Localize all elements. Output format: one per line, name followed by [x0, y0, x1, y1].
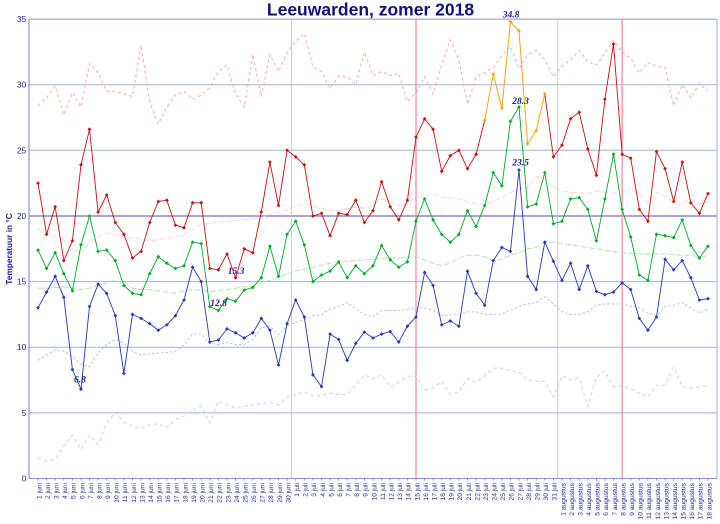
svg-text:13 juni: 13 juni: [139, 482, 146, 502]
svg-text:10 augustus: 10 augustus: [638, 482, 645, 519]
svg-text:23 juni: 23 juni: [225, 482, 232, 502]
svg-text:20 juli: 20 juli: [457, 482, 464, 500]
svg-text:15 juli: 15 juli: [414, 482, 421, 500]
svg-text:12 juli: 12 juli: [389, 482, 396, 500]
svg-text:26 juni: 26 juni: [251, 482, 258, 502]
svg-text:14 augustus: 14 augustus: [672, 482, 679, 519]
svg-text:4 augustus: 4 augustus: [586, 482, 593, 515]
svg-text:9 juni: 9 juni: [105, 482, 112, 499]
svg-text:22 juni: 22 juni: [217, 482, 224, 502]
svg-text:31 juli: 31 juli: [552, 482, 559, 500]
svg-text:5 juli: 5 juli: [328, 482, 335, 496]
svg-text:27 juli: 27 juli: [517, 482, 524, 500]
svg-text:7 augustus: 7 augustus: [612, 482, 619, 515]
svg-text:29 juni: 29 juni: [277, 482, 284, 502]
svg-text:14 juni: 14 juni: [148, 482, 155, 502]
svg-text:25: 25: [17, 145, 27, 155]
svg-text:7 juli: 7 juli: [346, 482, 353, 496]
svg-text:3 augustus: 3 augustus: [578, 482, 585, 515]
svg-text:18 juli: 18 juli: [440, 482, 447, 500]
svg-text:11 juni: 11 juni: [122, 482, 129, 502]
svg-text:21 juni: 21 juni: [208, 482, 215, 502]
svg-text:15 augustus: 15 augustus: [681, 482, 688, 519]
svg-text:19 juli: 19 juli: [449, 482, 456, 500]
svg-text:4 juli: 4 juli: [320, 482, 327, 496]
svg-text:1 augustus: 1 augustus: [560, 482, 567, 515]
svg-text:13 augustus: 13 augustus: [663, 482, 670, 519]
svg-text:8 juni: 8 juni: [96, 482, 103, 499]
svg-text:12.8: 12.8: [210, 299, 227, 309]
svg-text:4 juni: 4 juni: [62, 482, 69, 499]
svg-text:6 augustus: 6 augustus: [603, 482, 610, 515]
svg-text:Temperatuur in °C: Temperatuur in °C: [4, 213, 14, 284]
svg-text:15: 15: [17, 277, 27, 287]
svg-text:8 juli: 8 juli: [354, 482, 361, 496]
svg-text:5 augustus: 5 augustus: [595, 482, 602, 515]
svg-text:11 juli: 11 juli: [380, 482, 387, 499]
svg-text:0: 0: [22, 474, 27, 484]
svg-text:10 juli: 10 juli: [371, 482, 378, 500]
svg-text:28 juni: 28 juni: [268, 482, 275, 502]
svg-text:30 juni: 30 juni: [285, 482, 292, 502]
svg-text:21 juli: 21 juli: [466, 482, 473, 500]
svg-text:14 juli: 14 juli: [406, 482, 413, 500]
svg-text:16 juni: 16 juni: [165, 482, 172, 502]
svg-text:16 augustus: 16 augustus: [689, 482, 696, 519]
svg-text:2 augustus: 2 augustus: [569, 482, 576, 515]
svg-text:23.5: 23.5: [511, 159, 529, 169]
svg-text:25 juni: 25 juni: [242, 482, 249, 502]
svg-text:17 juli: 17 juli: [431, 482, 438, 500]
svg-text:6.8: 6.8: [74, 376, 86, 386]
svg-text:25 juli: 25 juli: [500, 482, 507, 500]
svg-text:12 juni: 12 juni: [131, 482, 138, 502]
svg-text:11 augustus: 11 augustus: [646, 482, 653, 519]
svg-text:3 juni: 3 juni: [53, 482, 60, 499]
svg-text:20 juni: 20 juni: [199, 482, 206, 502]
svg-text:10 juni: 10 juni: [114, 482, 121, 502]
svg-text:10: 10: [17, 342, 27, 352]
svg-text:18 augustus: 18 augustus: [706, 482, 713, 519]
svg-text:24 juli: 24 juli: [492, 482, 499, 500]
svg-text:24 juni: 24 juni: [234, 482, 241, 502]
svg-text:28.3: 28.3: [511, 97, 529, 107]
svg-text:19 juni: 19 juni: [191, 482, 198, 502]
svg-text:26 juli: 26 juli: [509, 482, 516, 500]
svg-text:13 juli: 13 juli: [397, 482, 404, 500]
svg-text:27 juni: 27 juni: [260, 482, 267, 502]
svg-text:20: 20: [17, 211, 27, 221]
svg-text:1 juni: 1 juni: [36, 482, 43, 499]
svg-text:7 juni: 7 juni: [88, 482, 95, 499]
svg-text:17 juni: 17 juni: [174, 482, 181, 502]
svg-text:9 juli: 9 juli: [363, 482, 370, 496]
svg-text:2 juli: 2 juli: [303, 482, 310, 496]
svg-text:Leeuwarden, zomer 2018: Leeuwarden, zomer 2018: [267, 0, 474, 20]
svg-text:5 juni: 5 juni: [71, 482, 78, 499]
svg-text:29 juli: 29 juli: [535, 482, 542, 500]
svg-text:35: 35: [17, 14, 27, 24]
svg-text:1 juli: 1 juli: [294, 482, 301, 496]
svg-text:30 juli: 30 juli: [543, 482, 550, 500]
svg-text:18 juni: 18 juni: [182, 482, 189, 502]
svg-text:30: 30: [17, 80, 27, 90]
svg-text:16 juli: 16 juli: [423, 482, 430, 500]
svg-text:22 juli: 22 juli: [474, 482, 481, 500]
svg-text:6 juli: 6 juli: [337, 482, 344, 496]
svg-text:17 augustus: 17 augustus: [698, 482, 705, 519]
svg-text:2 juni: 2 juni: [45, 482, 52, 499]
svg-text:6 juni: 6 juni: [79, 482, 86, 499]
svg-text:9 augustus: 9 augustus: [629, 482, 636, 515]
svg-text:15.3: 15.3: [228, 267, 245, 277]
svg-text:23 juli: 23 juli: [483, 482, 490, 500]
svg-text:12 augustus: 12 augustus: [655, 482, 662, 519]
svg-text:28 juli: 28 juli: [526, 482, 533, 500]
svg-text:5: 5: [22, 408, 27, 418]
svg-text:34.8: 34.8: [502, 10, 520, 20]
svg-text:8 augustus: 8 augustus: [620, 482, 627, 515]
svg-text:3 juli: 3 juli: [311, 482, 318, 496]
svg-text:15 juni: 15 juni: [157, 482, 164, 502]
